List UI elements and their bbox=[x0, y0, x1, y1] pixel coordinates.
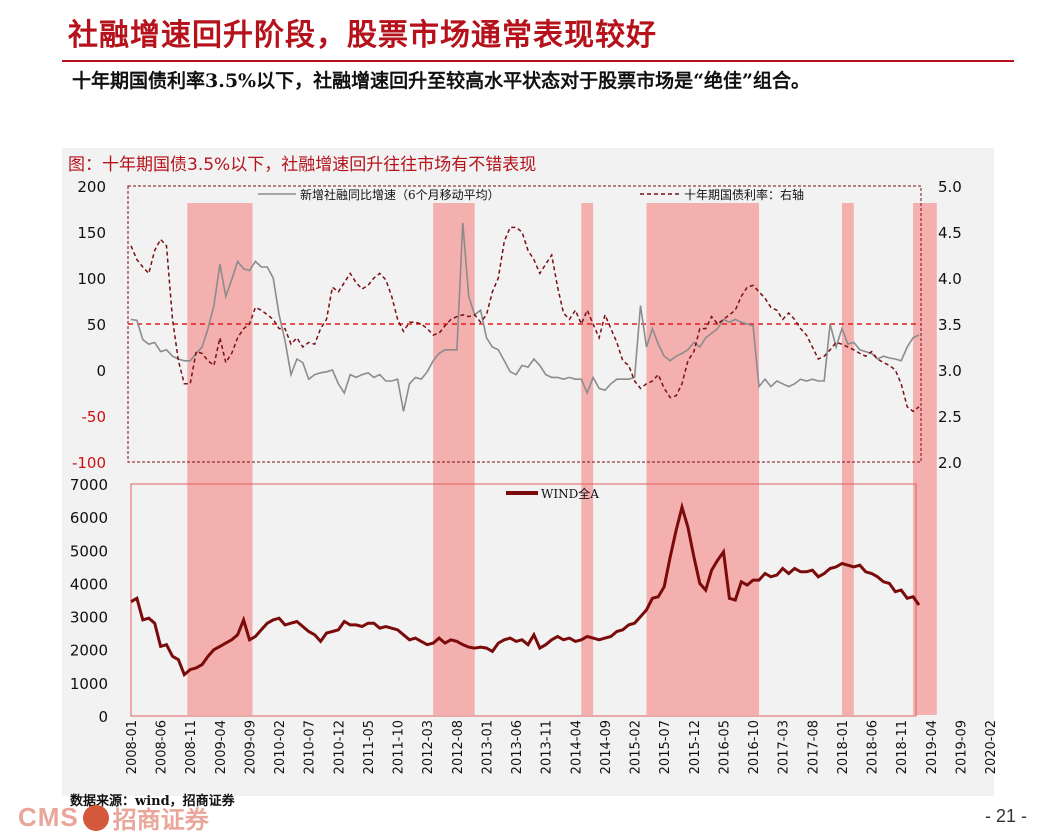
legend-label-wind-all-a: WIND全A bbox=[541, 486, 599, 501]
y-bottom-tick-label: 4000 bbox=[70, 575, 108, 593]
y-right-tick-label: 4.5 bbox=[938, 224, 962, 242]
x-tick-label: 2011-05 bbox=[362, 720, 377, 774]
logo-mark-icon bbox=[82, 804, 109, 831]
y-bottom-tick-label: 0 bbox=[98, 708, 108, 726]
x-tick-label: 2019-09 bbox=[954, 720, 969, 774]
x-tick-label: 2008-01 bbox=[125, 720, 140, 774]
source-note: 数据来源：wind，招商证券 bbox=[70, 794, 235, 809]
series-line-social-financing bbox=[130, 222, 920, 412]
x-tick-label: 2012-08 bbox=[451, 720, 466, 774]
y-left-tick-label: -100 bbox=[72, 454, 106, 472]
shaded-period bbox=[187, 203, 253, 715]
x-tick-label: 2015-02 bbox=[629, 720, 644, 774]
x-tick-label: 2015-07 bbox=[658, 720, 673, 774]
y-left-tick-label: 0 bbox=[96, 362, 106, 380]
x-tick-label: 2009-04 bbox=[214, 720, 229, 774]
x-tick-label: 2008-11 bbox=[184, 720, 199, 774]
x-tick-label: 2013-11 bbox=[540, 720, 555, 774]
y-bottom-tick-label: 1000 bbox=[70, 675, 108, 693]
x-tick-label: 2014-04 bbox=[569, 720, 584, 774]
y-right-tick-label: 2.5 bbox=[938, 408, 962, 426]
y-bottom-tick-label: 7000 bbox=[70, 476, 108, 494]
y-bottom-tick-label: 2000 bbox=[70, 642, 108, 660]
x-tick-label: 2008-06 bbox=[155, 720, 170, 774]
x-tick-label: 2009-09 bbox=[243, 720, 258, 774]
y-right-tick-label: 2.0 bbox=[938, 454, 962, 472]
slide-subtitle: 十年期国债利率3.5%以下，社融增速回升至较高水平状态对于股票市场是“绝佳”组合… bbox=[72, 70, 810, 92]
shaded-period bbox=[646, 203, 760, 715]
slide-title: 社融增速回升阶段，股票市场通常表现较好 bbox=[68, 18, 657, 53]
y-bottom-tick-label: 6000 bbox=[70, 509, 108, 527]
y-left-tick-label: 200 bbox=[77, 178, 106, 196]
x-tick-label: 2011-10 bbox=[392, 720, 407, 774]
legend-label-social-financing: 新增社融同比增速（6个月移动平均） bbox=[300, 187, 500, 202]
x-tick-label: 2019-04 bbox=[925, 720, 940, 774]
x-tick-label: 2015-12 bbox=[688, 720, 703, 774]
x-tick-label: 2016-05 bbox=[717, 720, 732, 774]
y-right-tick-label: 3.5 bbox=[938, 316, 962, 334]
series-line-wind-all-a bbox=[130, 501, 921, 678]
y-left-tick-label: 50 bbox=[87, 316, 106, 334]
y-bottom-tick-label: 3000 bbox=[70, 609, 108, 627]
x-tick-label: 2018-11 bbox=[895, 720, 910, 774]
y-right-tick-label: 4.0 bbox=[938, 270, 962, 288]
logo-cn-text: 招商证券 bbox=[112, 805, 209, 834]
series-line-bond-yield bbox=[130, 226, 920, 413]
y-left-tick-label: -50 bbox=[82, 408, 107, 426]
x-tick-label: 2016-10 bbox=[747, 720, 762, 774]
shaded-period bbox=[913, 203, 937, 715]
x-tick-label: 2010-07 bbox=[303, 720, 318, 774]
y-right-tick-label: 5.0 bbox=[938, 178, 962, 196]
x-tick-label: 2013-06 bbox=[510, 720, 525, 774]
page-number: - 21 - bbox=[984, 806, 1027, 826]
legend-label-bond-yield: 十年期国债利率：右轴 bbox=[684, 187, 804, 202]
y-left-tick-label: 150 bbox=[77, 224, 106, 242]
x-tick-label: 2017-03 bbox=[777, 720, 792, 774]
y-right-tick-label: 3.0 bbox=[938, 362, 962, 380]
x-tick-label: 2010-12 bbox=[332, 720, 347, 774]
cms-logo: CMS 招商证券 bbox=[18, 800, 209, 834]
y-bottom-tick-label: 5000 bbox=[70, 542, 108, 560]
x-tick-label: 2018-01 bbox=[836, 720, 851, 774]
logo-text: CMS bbox=[18, 802, 79, 832]
y-left-tick-label: 100 bbox=[77, 270, 106, 288]
shaded-period bbox=[581, 203, 594, 715]
title-rule bbox=[62, 60, 1014, 62]
x-tick-label: 2012-03 bbox=[421, 720, 436, 774]
x-tick-label: 2018-06 bbox=[866, 720, 881, 774]
x-tick-label: 2014-09 bbox=[599, 720, 614, 774]
figure-caption: 图：十年期国债3.5%以下，社融增速回升往往市场有不错表现 bbox=[68, 155, 537, 175]
x-tick-label: 2017-08 bbox=[806, 720, 821, 774]
x-tick-label: 2013-01 bbox=[480, 720, 495, 774]
x-tick-label: 2020-02 bbox=[984, 720, 999, 774]
x-tick-label: 2010-02 bbox=[273, 720, 288, 774]
shaded-period bbox=[841, 203, 854, 715]
